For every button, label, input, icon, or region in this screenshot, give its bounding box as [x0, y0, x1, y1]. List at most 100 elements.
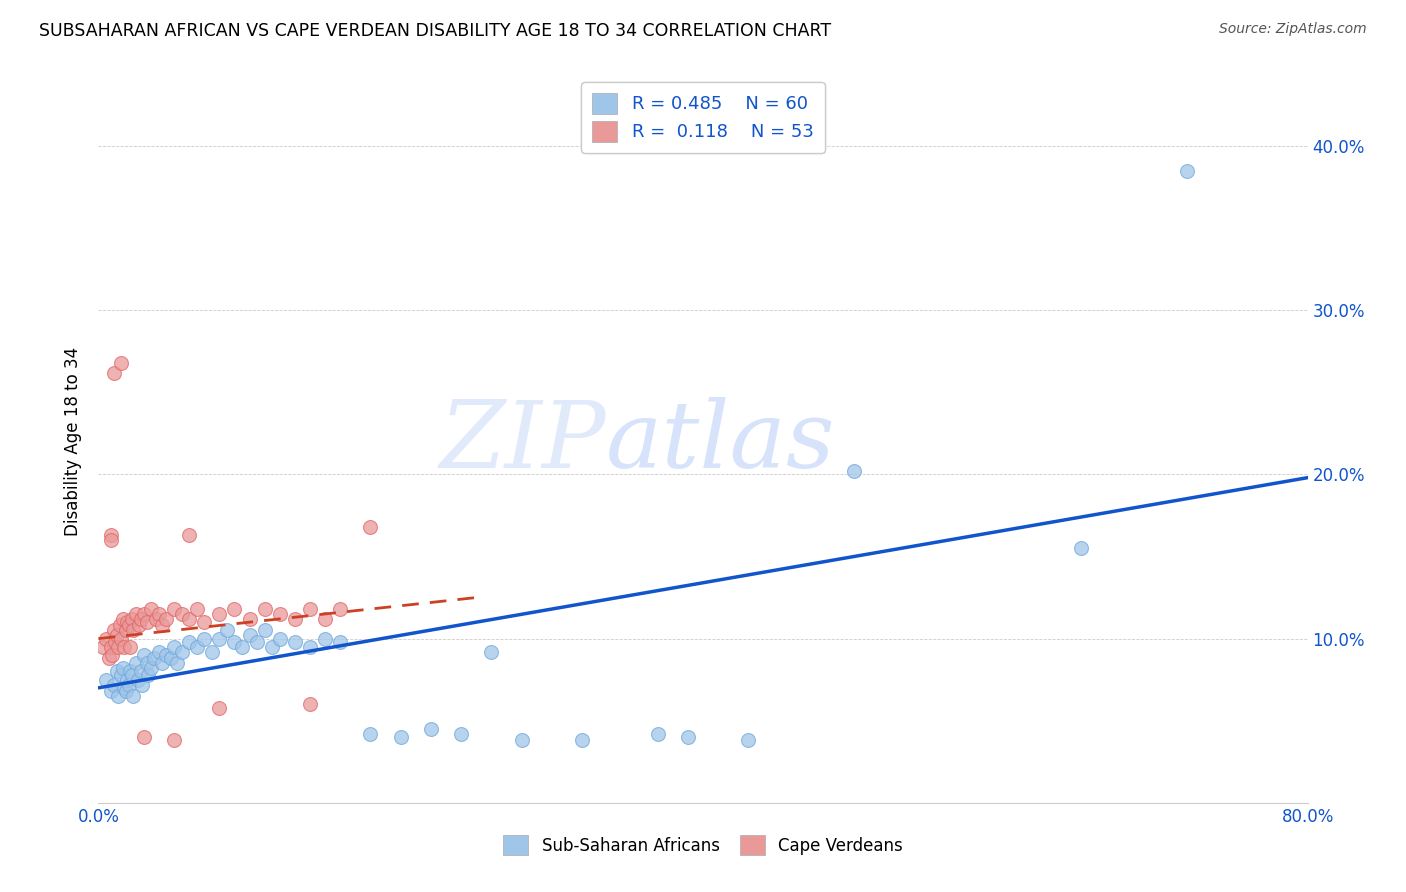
- Point: [284, 612, 307, 626]
- Point: [110, 667, 132, 681]
- Point: [100, 684, 122, 698]
- Point: [127, 673, 149, 687]
- Point: [314, 632, 336, 646]
- Point: [132, 607, 155, 621]
- Point: [420, 722, 443, 736]
- Point: [103, 366, 125, 380]
- Point: [155, 648, 177, 662]
- Point: [120, 665, 142, 679]
- Point: [122, 689, 145, 703]
- Point: [135, 615, 157, 630]
- Point: [1175, 163, 1198, 178]
- Point: [510, 733, 533, 747]
- Point: [360, 520, 382, 534]
- Point: [112, 640, 135, 654]
- Point: [186, 602, 208, 616]
- Point: [299, 602, 322, 616]
- Point: [122, 624, 145, 638]
- Point: [145, 612, 167, 626]
- Point: [150, 618, 173, 632]
- Point: [135, 657, 157, 671]
- Point: [105, 665, 128, 679]
- Y-axis label: Disability Age 18 to 34: Disability Age 18 to 34: [65, 347, 83, 536]
- Point: [193, 632, 215, 646]
- Point: [115, 615, 138, 630]
- Text: Source: ZipAtlas.com: Source: ZipAtlas.com: [1219, 22, 1367, 37]
- Point: [208, 632, 231, 646]
- Point: [121, 612, 143, 626]
- Point: [299, 698, 322, 712]
- Point: [262, 640, 284, 654]
- Point: [111, 612, 134, 626]
- Point: [186, 640, 208, 654]
- Point: [193, 615, 215, 630]
- Point: [269, 607, 291, 621]
- Point: [148, 645, 170, 659]
- Point: [246, 635, 269, 649]
- Point: [114, 684, 136, 698]
- Point: [481, 645, 503, 659]
- Point: [103, 624, 125, 638]
- Point: [125, 607, 148, 621]
- Point: [179, 635, 201, 649]
- Point: [170, 607, 193, 621]
- Point: [128, 618, 150, 632]
- Point: [101, 648, 124, 662]
- Point: [103, 677, 125, 691]
- Legend: R = 0.485    N = 60, R =  0.118    N = 53: R = 0.485 N = 60, R = 0.118 N = 53: [581, 82, 825, 153]
- Point: [201, 645, 224, 659]
- Point: [141, 661, 163, 675]
- Point: [224, 635, 246, 649]
- Point: [269, 632, 291, 646]
- Point: [94, 673, 117, 687]
- Point: [107, 640, 129, 654]
- Legend: Sub-Saharan Africans, Cape Verdeans: Sub-Saharan Africans, Cape Verdeans: [496, 829, 910, 862]
- Point: [571, 733, 593, 747]
- Point: [98, 651, 121, 665]
- Point: [94, 632, 117, 646]
- Point: [108, 618, 131, 632]
- Point: [114, 624, 136, 638]
- Point: [389, 730, 412, 744]
- Point: [148, 607, 170, 621]
- Point: [647, 727, 669, 741]
- Point: [179, 528, 201, 542]
- Point: [115, 673, 138, 687]
- Point: [112, 681, 135, 695]
- Point: [284, 635, 307, 649]
- Point: [239, 612, 262, 626]
- Point: [129, 612, 152, 626]
- Point: [329, 602, 352, 616]
- Point: [163, 640, 186, 654]
- Point: [107, 689, 129, 703]
- Point: [208, 607, 231, 621]
- Point: [132, 730, 155, 744]
- Point: [239, 628, 262, 642]
- Point: [125, 657, 148, 671]
- Point: [179, 612, 201, 626]
- Point: [132, 648, 155, 662]
- Point: [91, 640, 114, 654]
- Point: [166, 657, 188, 671]
- Point: [253, 602, 276, 616]
- Point: [163, 602, 186, 616]
- Point: [118, 618, 141, 632]
- Point: [360, 727, 382, 741]
- Point: [160, 651, 183, 665]
- Point: [104, 635, 127, 649]
- Point: [110, 632, 132, 646]
- Point: [150, 657, 173, 671]
- Point: [136, 667, 159, 681]
- Point: [141, 602, 163, 616]
- Point: [100, 640, 122, 654]
- Text: ZIP: ZIP: [440, 397, 606, 486]
- Point: [231, 640, 253, 654]
- Point: [314, 612, 336, 626]
- Point: [676, 730, 699, 744]
- Point: [105, 628, 128, 642]
- Point: [120, 640, 142, 654]
- Point: [450, 727, 472, 741]
- Point: [224, 602, 246, 616]
- Point: [111, 661, 134, 675]
- Point: [299, 640, 322, 654]
